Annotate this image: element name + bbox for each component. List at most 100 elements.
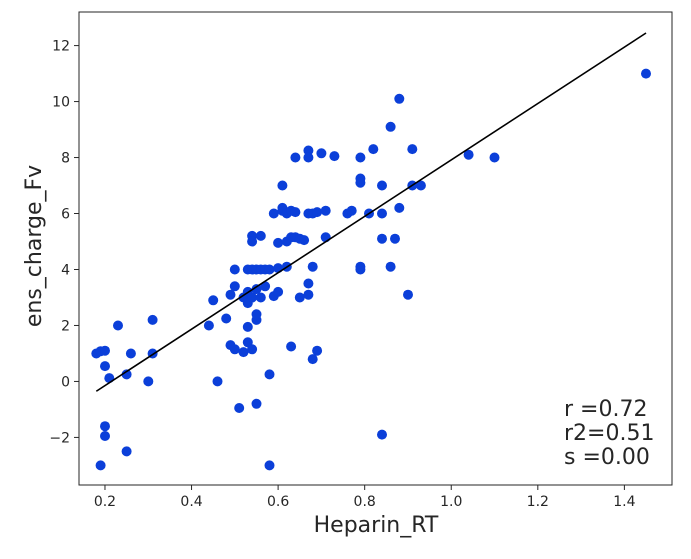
data-point (100, 431, 110, 441)
data-point (320, 205, 331, 216)
data-point (100, 421, 110, 432)
y-tick-label: −2 (49, 430, 70, 446)
data-point (307, 354, 318, 365)
x-tick-label: 0.8 (354, 494, 376, 510)
x-tick-label: 0.2 (94, 494, 116, 510)
stat-r: r =0.72 (564, 397, 647, 422)
data-point (377, 233, 387, 244)
data-point (377, 208, 387, 219)
data-point (104, 373, 115, 384)
data-point (346, 205, 357, 216)
data-point (208, 295, 219, 306)
data-point (355, 152, 366, 163)
data-point (251, 398, 262, 409)
data-point (390, 233, 400, 244)
data-point (385, 121, 396, 132)
data-point (225, 289, 236, 300)
data-point (286, 341, 297, 352)
data-point (277, 180, 288, 191)
data-point (403, 289, 413, 300)
data-point (368, 144, 379, 155)
data-point (290, 152, 301, 163)
scatter-points (91, 68, 651, 471)
data-point (255, 230, 266, 241)
data-point (273, 237, 284, 248)
data-point (312, 207, 323, 218)
y-tick-label: 4 (61, 262, 70, 278)
data-point (247, 292, 258, 303)
data-point (125, 348, 136, 359)
data-point (238, 347, 249, 358)
data-point (355, 177, 366, 188)
data-point (221, 313, 232, 324)
data-point (100, 345, 110, 356)
data-point (229, 281, 240, 292)
data-point (264, 369, 275, 380)
data-point (273, 263, 284, 274)
data-point (100, 361, 110, 372)
data-point (229, 344, 240, 355)
y-tick-label: 10 (52, 95, 70, 111)
data-point (143, 376, 154, 387)
data-point (407, 144, 418, 155)
data-point (415, 180, 426, 191)
x-tick-label: 0.6 (267, 494, 289, 510)
data-point (255, 292, 266, 303)
x-axis-ticks: 0.2 0.4 0.6 0.8 1.0 1.2 1.4 (94, 485, 636, 510)
data-point (95, 460, 106, 471)
y-tick-label: 0 (61, 374, 70, 390)
data-point (303, 145, 314, 156)
x-tick-label: 0.4 (180, 494, 202, 510)
data-point (312, 345, 323, 356)
data-point (377, 180, 387, 191)
y-tick-label: 6 (61, 207, 70, 223)
data-point (113, 320, 123, 331)
data-point (290, 207, 301, 218)
stat-r2: r2=0.51 (564, 421, 654, 446)
data-point (234, 403, 245, 413)
data-point (463, 149, 474, 160)
data-point (307, 261, 318, 272)
data-point (251, 284, 262, 295)
data-point (247, 236, 258, 247)
data-point (394, 202, 405, 213)
data-point (268, 208, 279, 219)
data-point (121, 446, 132, 457)
data-point (121, 369, 132, 380)
data-point (251, 309, 262, 320)
data-point (299, 235, 310, 246)
y-axis-ticks: −2 0 2 4 6 8 10 12 (49, 39, 79, 446)
data-point (264, 460, 275, 471)
data-point (294, 292, 305, 303)
data-point (203, 320, 214, 331)
y-tick-label: 2 (61, 318, 70, 334)
data-point (303, 152, 314, 163)
data-point (377, 429, 387, 440)
data-point (303, 278, 314, 289)
data-point (264, 264, 275, 275)
x-tick-label: 1.2 (527, 494, 549, 510)
data-point (229, 264, 240, 275)
data-point (147, 314, 158, 325)
x-tick-label: 1.0 (440, 494, 462, 510)
data-point (303, 289, 314, 300)
regression-line (95, 32, 647, 392)
data-point (355, 264, 366, 275)
data-point (273, 286, 284, 297)
data-point (641, 68, 651, 79)
stat-s: s =0.00 (564, 445, 650, 470)
data-point (212, 376, 223, 387)
data-point (394, 93, 405, 104)
x-axis-label: Heparin_RT (314, 513, 439, 538)
data-point (329, 151, 340, 162)
data-point (247, 344, 258, 355)
x-tick-label: 1.4 (613, 494, 635, 510)
plot-frame (78, 11, 673, 486)
data-point (316, 148, 327, 159)
y-axis-label: ens_charge_Fv (22, 165, 47, 327)
y-tick-label: 8 (61, 151, 70, 167)
data-point (242, 321, 253, 332)
y-tick-label: 12 (52, 39, 70, 55)
data-point (489, 152, 500, 163)
